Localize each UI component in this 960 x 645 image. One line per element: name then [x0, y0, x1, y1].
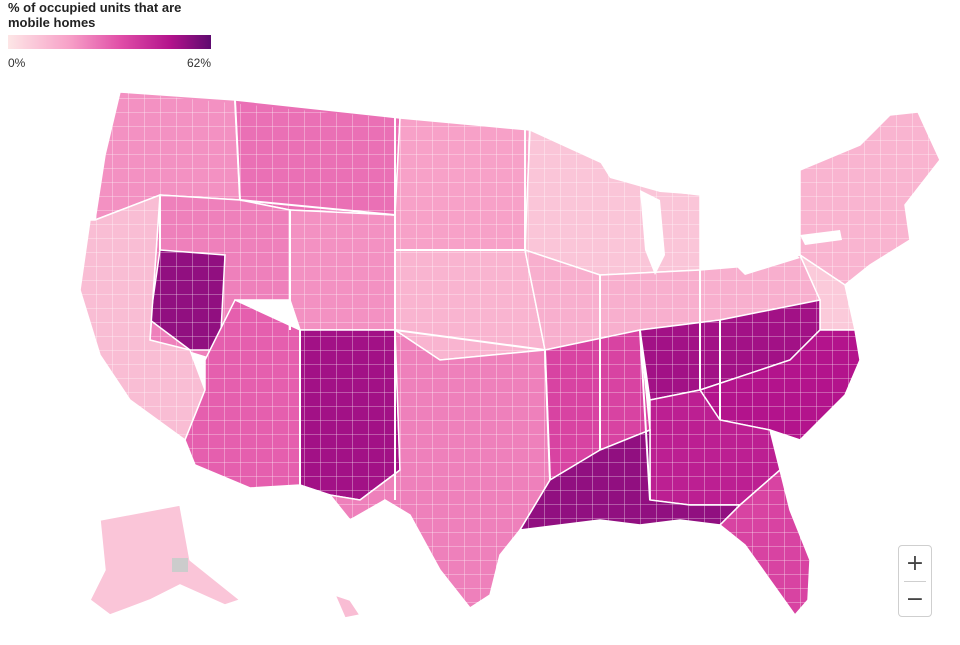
state-border-12: [394, 329, 546, 351]
no-data-county: [172, 558, 188, 572]
legend-ticks: 0% 62%: [8, 56, 213, 70]
great-lake-2: [600, 162, 700, 195]
great-lake-3: [700, 200, 730, 240]
great-lake-4: [735, 250, 800, 275]
legend-title-line1: % of occupied units that are: [8, 0, 182, 15]
state-border-10: [639, 329, 651, 501]
region-alaska[interactable]: [89, 504, 242, 616]
map-legend: % of occupied units that are mobile home…: [8, 0, 213, 70]
state-border-1: [234, 99, 241, 201]
county-boundaries: [80, 92, 940, 615]
zoom-in-button[interactable]: +: [905, 551, 925, 576]
legend-title: % of occupied units that are mobile home…: [8, 0, 213, 30]
great-lake-5: [800, 230, 842, 245]
great-lake-1: [640, 190, 665, 275]
legend-color-ramp: [8, 35, 211, 49]
legend-max-label: 62%: [186, 56, 211, 70]
legend-min-label: 0%: [8, 56, 26, 70]
state-border-9: [544, 349, 551, 481]
zoom-control: + −: [898, 545, 932, 617]
region-hawaii[interactable]: [333, 593, 362, 619]
legend-title-line2: mobile homes: [8, 15, 96, 30]
zoom-divider: [904, 581, 926, 582]
state-border-4: [239, 199, 396, 216]
zoom-out-button[interactable]: −: [905, 587, 925, 612]
